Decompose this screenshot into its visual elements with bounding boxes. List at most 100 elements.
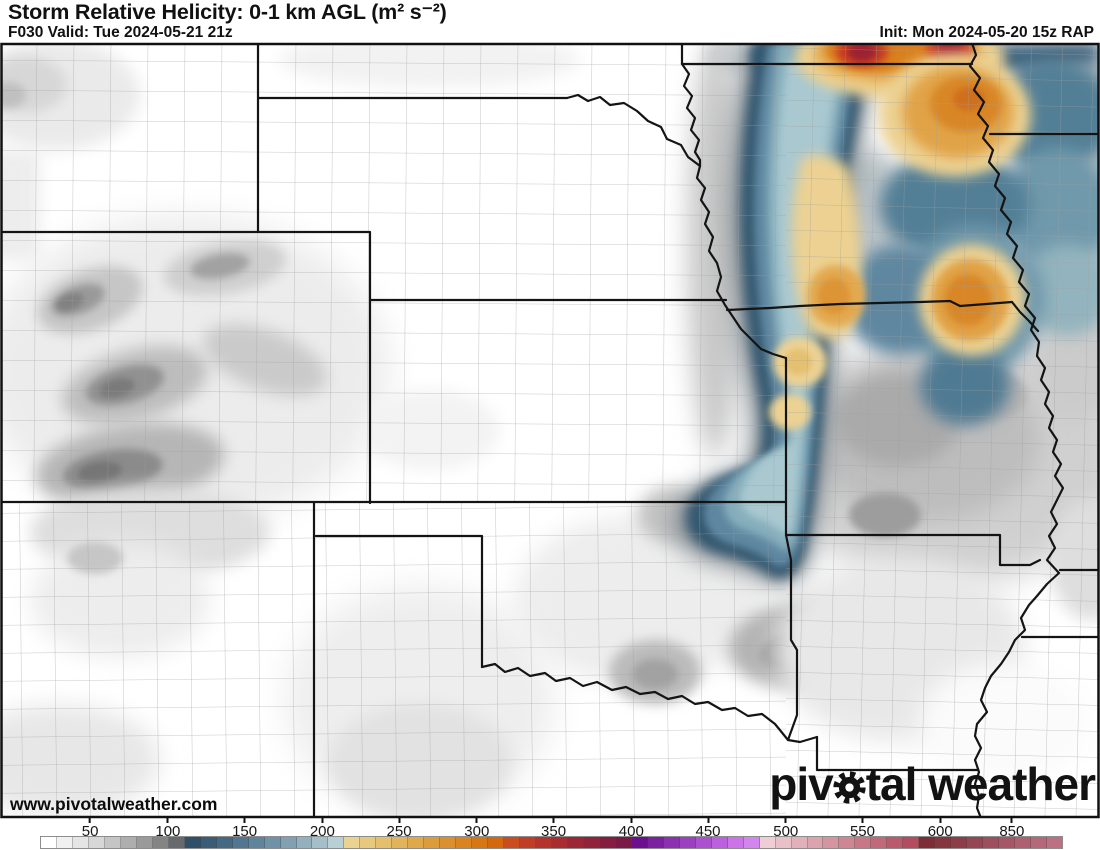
colorbar-tick-value: 100 — [155, 823, 181, 840]
missouri-river — [565, 93, 788, 360]
colorbar-tick-value: 50 — [81, 823, 99, 840]
colorbar-segment — [360, 837, 377, 848]
colorbar-segment — [376, 837, 393, 848]
colorbar-tick-value: 350 — [541, 823, 567, 840]
watermark: piv tal weather — [769, 758, 1096, 810]
colorbar-segment — [168, 837, 185, 848]
mississippi-river — [968, 43, 1065, 818]
colorbar-tick-label: 500 — [773, 818, 798, 839]
colorbar-segment — [312, 837, 329, 848]
colorbar-tick-label: 400 — [619, 818, 644, 839]
colorbar-tick-value: 500 — [773, 823, 799, 840]
colorbar-segment — [88, 837, 105, 848]
colorbar-segment — [456, 837, 473, 848]
website-url: www.pivotalweather.com — [10, 794, 218, 814]
colorbar-segment — [775, 837, 792, 848]
colorbar-tick-label: 50 — [81, 818, 99, 840]
colorbar-segment — [967, 837, 984, 848]
colorbar-segment — [440, 837, 457, 848]
colorbar-tick-value: 850 — [999, 823, 1025, 840]
colorbar-tick-value: 550 — [849, 823, 875, 840]
colorbar-tick-mark — [475, 818, 478, 823]
colorbar-segment — [504, 837, 521, 848]
river-borders — [480, 43, 1065, 818]
colorbar-segment — [903, 837, 920, 848]
colorbar-tick-mark — [630, 818, 633, 823]
colorbar-segment — [136, 837, 153, 848]
colorbar-tick-mark — [552, 818, 555, 823]
colorbar-segment — [248, 837, 265, 848]
colorbar-tick-value: 250 — [386, 823, 412, 840]
state-borders — [1, 43, 1099, 818]
colorbar-segment — [152, 837, 169, 848]
colorbar-segment — [759, 837, 776, 848]
colorbar-tick-label: 100 — [155, 818, 180, 839]
colorbar-tick-mark — [89, 818, 92, 823]
watermark-text-prefix: piv — [769, 758, 833, 810]
colorbar-segment — [472, 837, 489, 848]
colorbar-segment — [679, 837, 696, 848]
colorbar-segment — [727, 837, 744, 848]
colorbar-segment — [1015, 837, 1032, 848]
des-moines-river — [1010, 300, 1040, 333]
colorbar-tick-mark — [166, 818, 169, 823]
colorbar-tick-value: 300 — [464, 823, 490, 840]
colorbar-segment — [424, 837, 441, 848]
big-sioux-river — [680, 62, 702, 168]
valid-time-label: F030 Valid: Tue 2024-05-21 21z — [8, 24, 233, 41]
colorbar-segment — [184, 837, 201, 848]
colorbar-tick-value: 400 — [618, 823, 644, 840]
colorbar-segment — [695, 837, 712, 848]
colorbar-segment — [599, 837, 616, 848]
colorbar-tick-mark — [321, 818, 324, 823]
colorbar-tick-value: 600 — [927, 823, 953, 840]
colorbar-segment — [488, 837, 505, 848]
colorbar-tick-label: 550 — [850, 818, 875, 839]
colorbar-tick-mark — [784, 818, 787, 823]
colorbar-tick-value: 150 — [232, 823, 258, 840]
colorbar-segment — [232, 837, 249, 848]
watermark-text-suffix: tal weather — [865, 758, 1096, 810]
colorbar-tick-label: 350 — [541, 818, 566, 839]
colorbar-segment — [408, 837, 425, 848]
colorbar-tick-labels: 50 100 150 200 250 300 350 400 450 500 5… — [40, 818, 1063, 840]
colorbar-segment — [791, 837, 808, 848]
colorbar-tick-mark — [707, 818, 710, 823]
colorbar-segment — [919, 837, 936, 848]
colorbar-segment — [536, 837, 552, 848]
colorbar-segment — [104, 837, 121, 848]
colorbar-segment — [328, 837, 345, 848]
colorbar-segment — [887, 837, 904, 848]
colorbar-tick-mark — [243, 818, 246, 823]
colorbar-segment — [663, 837, 680, 848]
colorbar-tick-mark — [398, 818, 401, 823]
colorbar-segment — [296, 837, 313, 848]
colorbar-segment — [647, 837, 664, 848]
colorbar-segment — [855, 837, 872, 848]
colorbar-segment — [567, 837, 584, 848]
colorbar-segment — [743, 837, 760, 848]
colorbar-tick-mark — [939, 818, 942, 823]
gear-icon — [833, 770, 866, 804]
colorbar-segment — [839, 837, 856, 848]
colorbar-segment — [520, 837, 537, 848]
map-frame — [0, 42, 1100, 819]
colorbar-segment — [983, 837, 1000, 848]
colorbar-tick-label: 250 — [387, 818, 412, 839]
colorbar-tick-label: 200 — [310, 818, 335, 839]
colorbar — [40, 836, 1063, 849]
colorbar-segment — [392, 837, 409, 848]
colorbar-segment — [951, 837, 968, 848]
colorbar-segment — [120, 837, 137, 848]
colorbar-tick-value: 200 — [309, 823, 335, 840]
colorbar-segment — [41, 837, 57, 848]
colorbar-segment — [935, 837, 952, 848]
colorbar-segment — [999, 837, 1016, 848]
colorbar-segment — [56, 837, 73, 848]
colorbar-segment — [72, 837, 89, 848]
colorbar-tick-label: 600 — [928, 818, 953, 839]
colorbar-segment — [807, 837, 824, 848]
colorbar-segment — [264, 837, 281, 848]
